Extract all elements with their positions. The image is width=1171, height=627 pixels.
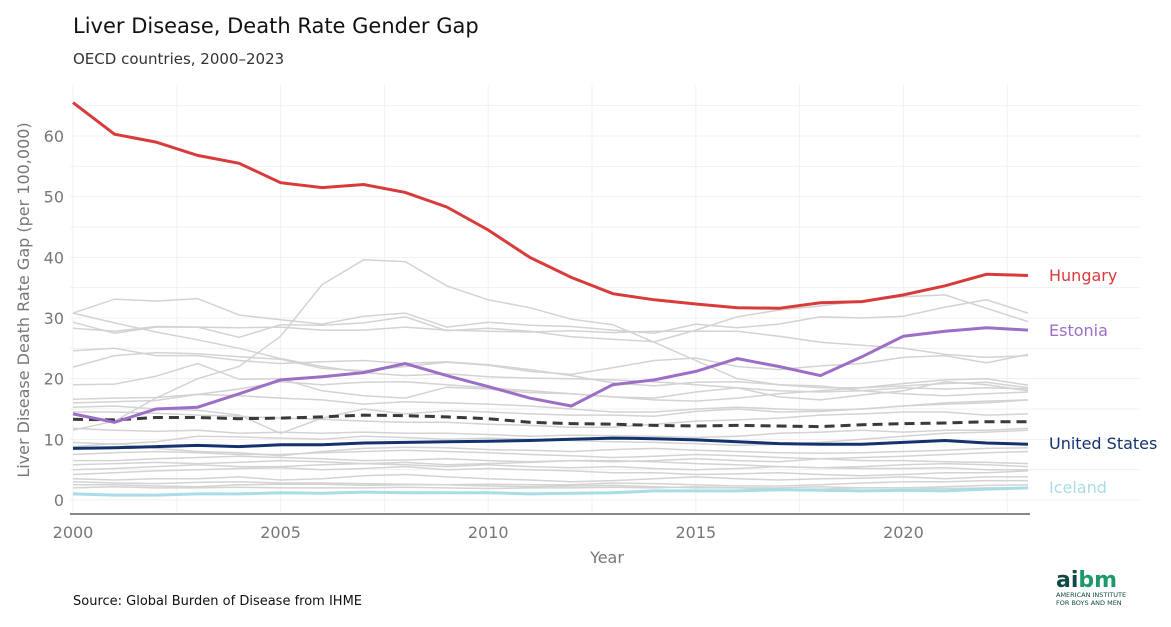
hungary-line — [72, 101, 1029, 310]
y-tick-label: 0 — [54, 491, 64, 510]
united-states-line — [72, 436, 1029, 450]
x-axis-label: Year — [589, 548, 624, 567]
logo-name-line2: FOR BOYS AND MEN — [1056, 599, 1122, 607]
logo-wordmark: aibm — [1056, 568, 1117, 593]
background-series-line — [72, 347, 1029, 389]
background-series-line — [72, 399, 1029, 435]
chart-subtitle: OECD countries, 2000–2023 — [73, 50, 284, 68]
y-tick-label: 30 — [44, 309, 64, 328]
background-series-line — [72, 325, 1029, 359]
series-labels: Hungary Estonia United States Iceland — [1049, 266, 1157, 497]
y-axis-label: Liver Disease Death Rate Gap (per 100,00… — [14, 122, 33, 477]
iceland-label: Iceland — [1049, 478, 1107, 497]
y-tick-label: 20 — [44, 370, 64, 389]
united-states-label: United States — [1049, 434, 1157, 453]
y-tick-label: 60 — [44, 127, 64, 146]
background-series-line — [72, 259, 1029, 431]
hungary-label: Hungary — [1049, 266, 1117, 285]
y-tick-label: 40 — [44, 248, 64, 267]
background-series-line — [72, 442, 1029, 457]
x-tick-label: 2020 — [883, 523, 924, 542]
logo-name-line1: AMERICAN INSTITUTE — [1056, 591, 1126, 599]
background-series-line — [72, 449, 1029, 465]
source-note: Source: Global Burden of Disease from IH… — [73, 594, 362, 609]
aibm-logo: aibm AMERICAN INSTITUTE FOR BOYS AND MEN — [1056, 568, 1126, 607]
x-tick-label: 2005 — [260, 523, 301, 542]
y-tick-labels: 0 10 20 30 40 50 60 — [44, 127, 64, 510]
background-series-line — [72, 485, 1028, 490]
background-series-line — [72, 297, 1029, 334]
highlighted-series — [72, 101, 1029, 497]
chart-title: Liver Disease, Death Rate Gender Gap — [73, 14, 479, 38]
background-series-line — [72, 312, 1029, 393]
y-tick-label: 50 — [44, 188, 64, 207]
iceland-line — [72, 486, 1029, 497]
estonia-line — [72, 326, 1029, 424]
x-tick-labels: 2000 2005 2010 2015 2020 — [53, 523, 924, 542]
average-series-line — [72, 413, 1028, 429]
average-series — [72, 413, 1028, 429]
background-series-line — [72, 362, 1029, 401]
background-series-line — [72, 377, 1029, 402]
background-series-line — [72, 427, 1029, 439]
background-series-line — [72, 465, 1029, 477]
background-series-line — [72, 473, 1028, 483]
background-series-line — [73, 411, 1029, 428]
background-series-line — [72, 479, 1028, 487]
y-tick-label: 10 — [44, 430, 64, 449]
background-series-line — [72, 351, 1029, 376]
x-tick-label: 2000 — [53, 523, 94, 542]
background-series — [72, 259, 1029, 490]
background-series-line — [72, 462, 1029, 471]
estonia-label: Estonia — [1049, 321, 1108, 340]
background-series-line — [72, 450, 1029, 466]
x-tick-label: 2010 — [468, 523, 509, 542]
x-tick-label: 2015 — [675, 523, 716, 542]
